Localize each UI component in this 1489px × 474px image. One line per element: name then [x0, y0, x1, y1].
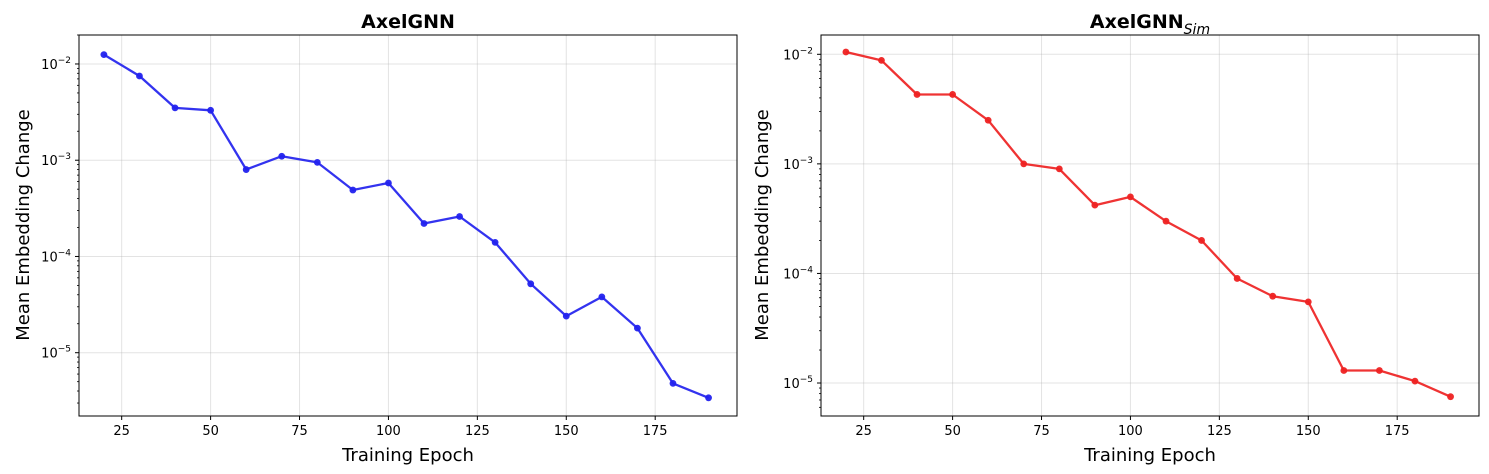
chart-title: AxelGNNSim [1090, 11, 1210, 38]
data-point [349, 186, 357, 194]
y-tick-label: 10−2 [783, 46, 813, 63]
x-tick-label: 25 [855, 424, 872, 439]
data-point [1304, 298, 1312, 306]
chart-right: AxelGNNSim Training Epoch Mean Embedding… [752, 11, 1480, 466]
data-point [100, 51, 108, 59]
data-point [1233, 275, 1241, 282]
data-point [278, 152, 286, 160]
y-tick-label: 10−5 [41, 345, 71, 362]
chart-title-text: AxelGNN [1090, 11, 1184, 33]
data-point [984, 116, 992, 124]
grid-lines [821, 35, 1479, 416]
data-point [634, 324, 641, 332]
data-point [913, 91, 921, 98]
y-axis-label: Mean Embedding Change [13, 109, 34, 341]
data-point [1340, 367, 1348, 374]
x-tick-label: 50 [944, 424, 961, 439]
data-point [313, 158, 321, 166]
y-tick-label: 10−3 [41, 152, 71, 169]
x-tick-label: 100 [1118, 424, 1143, 439]
x-tick-label: 125 [1207, 424, 1232, 439]
data-point [1127, 193, 1134, 201]
x-axis-label: Training Epoch [1083, 445, 1216, 466]
data-point [1447, 393, 1454, 401]
chart-title: AxelGNN [361, 11, 455, 33]
x-tick-label: 100 [376, 424, 401, 439]
data-point [705, 394, 712, 402]
plot-frame [820, 34, 1480, 417]
data-point [242, 166, 250, 173]
data-point [1376, 367, 1383, 374]
data-point [1091, 201, 1099, 209]
data-point [598, 293, 606, 301]
x-tick-label: 125 [465, 424, 490, 439]
data-point [1198, 237, 1205, 244]
data-point [207, 106, 215, 114]
x-tick-label: 50 [202, 424, 219, 439]
data-point [1020, 160, 1028, 168]
data-point [1055, 165, 1063, 173]
data-point [1411, 377, 1419, 385]
series-line [103, 53, 709, 399]
data-point [562, 312, 570, 320]
x-tick-label: 150 [554, 424, 579, 439]
x-tick-label: 175 [643, 424, 668, 439]
data-point [420, 220, 428, 227]
data-point [527, 280, 535, 288]
data-point [842, 48, 850, 56]
data-point [1162, 217, 1170, 225]
series-line [845, 50, 1451, 398]
y-tick-label: 10−3 [783, 156, 813, 173]
chart-left: AxelGNN Training Epoch Mean Embedding Ch… [13, 11, 738, 466]
x-tick-label: 25 [113, 424, 130, 439]
data-point [491, 239, 499, 246]
data-point [171, 104, 179, 112]
data-point [1269, 292, 1277, 300]
data-point [385, 179, 392, 187]
plot-frame [78, 34, 738, 417]
y-tick-label: 10−5 [783, 375, 813, 392]
x-tick-label: 150 [1296, 424, 1321, 439]
data-point [878, 56, 885, 64]
data-point [456, 213, 463, 220]
y-axis-label: Mean Embedding Change [752, 109, 773, 341]
data-point [949, 91, 956, 98]
x-axis-label: Training Epoch [341, 445, 474, 466]
x-tick-label: 175 [1385, 424, 1410, 439]
data-point [669, 379, 677, 387]
y-tick-label: 10−4 [783, 265, 813, 282]
chart-title-text: AxelGNN [361, 11, 455, 33]
y-tick-label: 10−2 [41, 56, 71, 73]
x-tick-label: 75 [291, 424, 308, 439]
data-point [136, 72, 143, 80]
y-tick-label: 10−4 [41, 248, 71, 265]
x-tick-label: 75 [1033, 424, 1050, 439]
grid-lines [79, 35, 737, 416]
chart-title-subscript: Sim [1184, 22, 1210, 38]
